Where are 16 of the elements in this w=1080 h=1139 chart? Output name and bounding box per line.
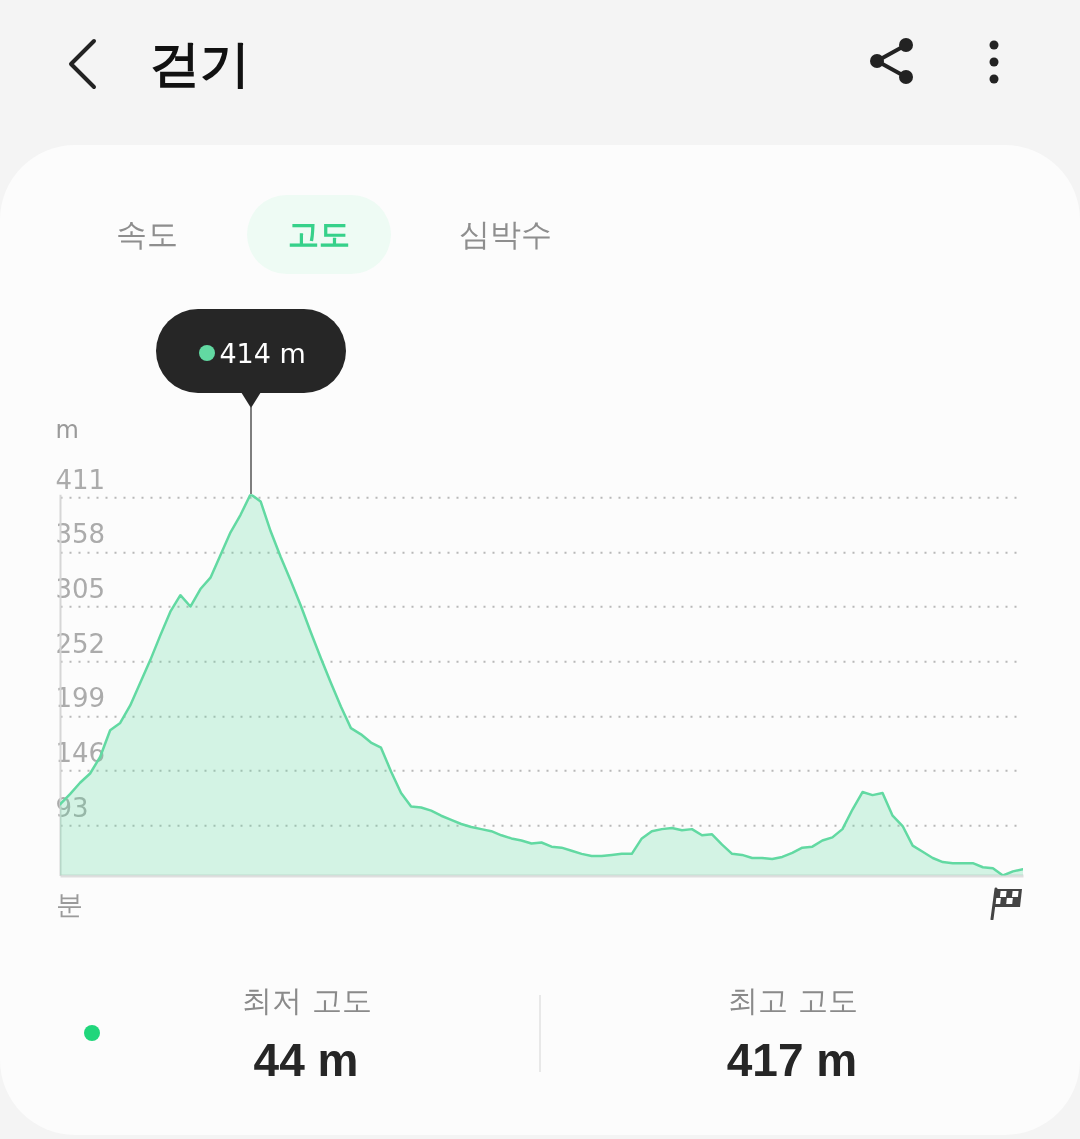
y-axis-title: m [55, 415, 79, 444]
chart-title: 걷기 [150, 35, 250, 94]
y-tick-label: 411 [55, 464, 106, 495]
y-tick-label: 305 [55, 574, 106, 605]
text: 속도 [116, 216, 178, 253]
text: 414 m [219, 338, 306, 370]
text: 고도 [288, 217, 350, 253]
y-tick-label: 199 [55, 683, 106, 714]
y-tick-label: 252 [55, 628, 106, 659]
text: 최고 고도 [728, 982, 858, 1019]
text: 심박수 [458, 216, 552, 253]
text: 최저 고도 [242, 982, 372, 1019]
y-tick-label: 358 [55, 519, 106, 550]
text: 417 m [726, 1033, 858, 1087]
text: 44 m [253, 1033, 359, 1087]
x-axis-title: 분 [55, 888, 83, 920]
